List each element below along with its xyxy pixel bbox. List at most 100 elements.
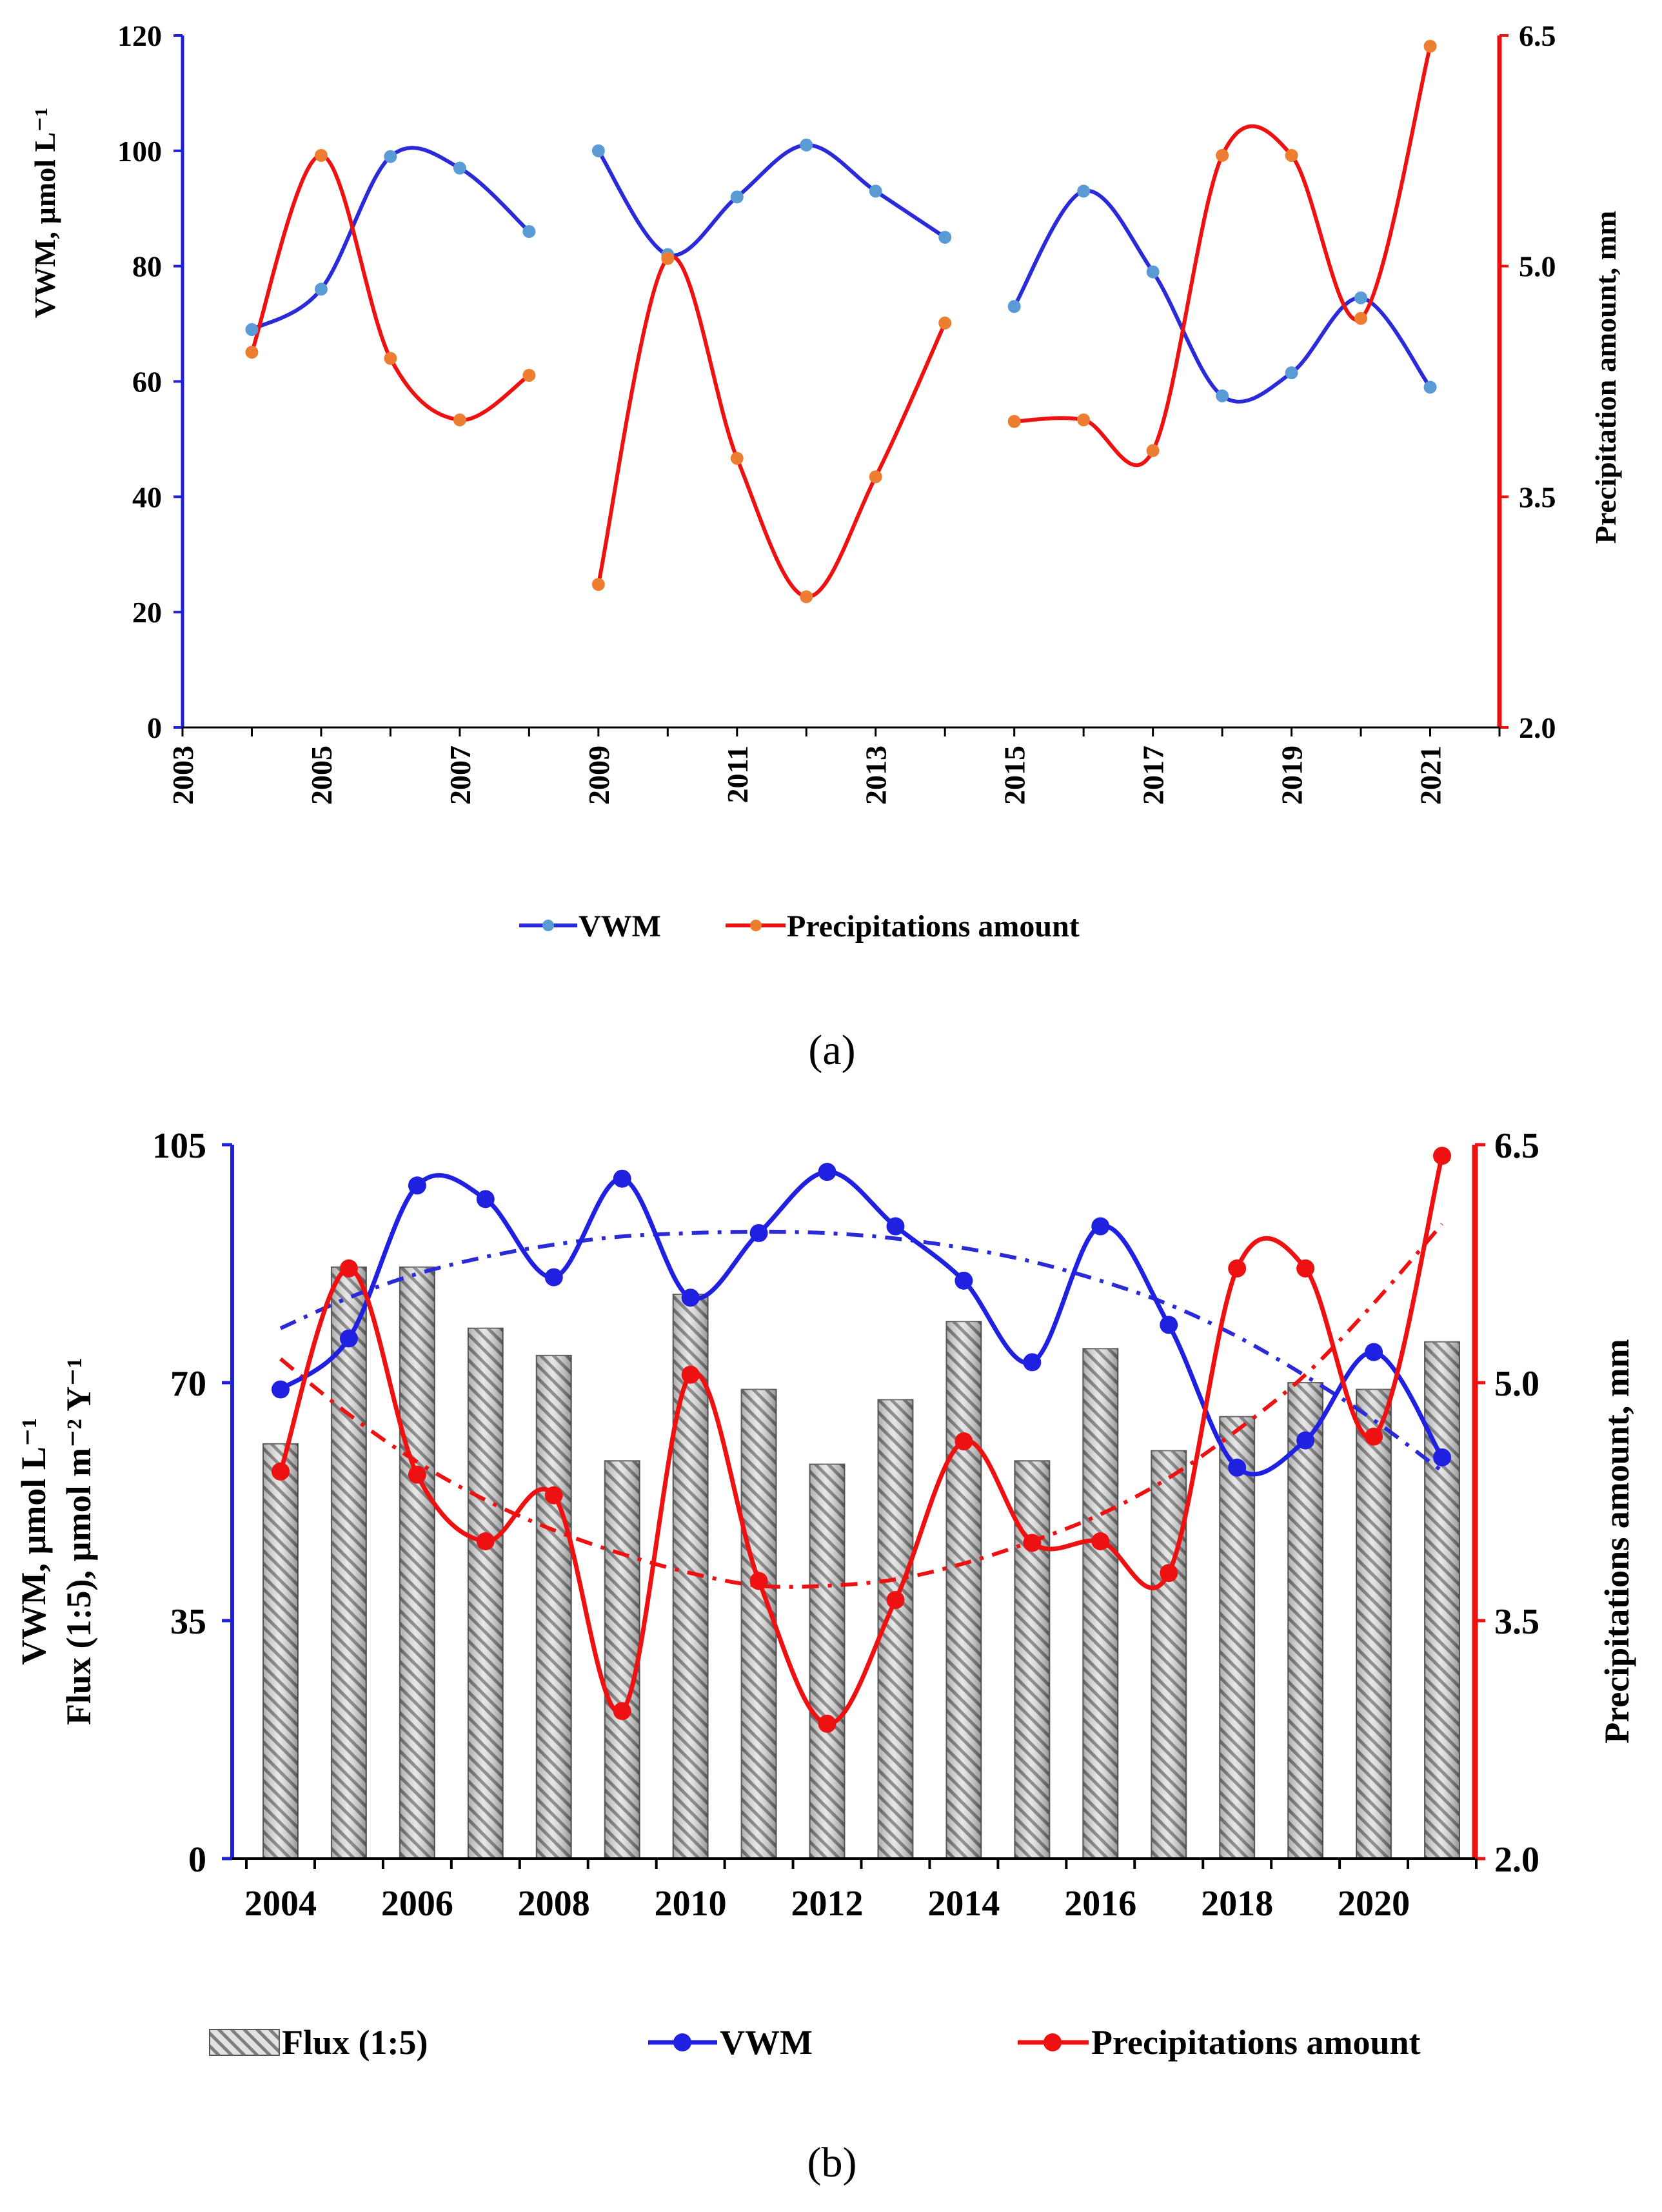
panel-b-point-precipitation [749, 1572, 768, 1590]
panel-b-right-tick-label: 2.0 [1494, 1840, 1539, 1880]
panel-b-point-vwm [1023, 1353, 1042, 1372]
legend-item-vwm: VWM [519, 909, 661, 943]
panel-a-point-precipitation [1007, 415, 1021, 428]
panel-a-x-tick-labels: 2003 2005 2007 2009 2011 2013 2015 2017 2019 2021 [166, 746, 1447, 805]
panel-a-point-vwm [1354, 291, 1368, 304]
panel-b-point-precipitation [1296, 1259, 1315, 1278]
panel-a-point-vwm [1146, 265, 1160, 279]
legend-label-precipitation-b: Precipitations amount [1091, 2023, 1421, 2062]
panel-a-point-vwm [1077, 184, 1091, 198]
panel-a-point-vwm [314, 282, 328, 296]
panel-b-lines [278, 1155, 1445, 1726]
panel-a-caption: (a) [808, 1027, 855, 1074]
panel-b-point-vwm [544, 1268, 563, 1287]
flux-bar-shade [1425, 1341, 1460, 1859]
panel-b-point-vwm [681, 1289, 700, 1307]
panel-a-x-tick-label: 2011 [721, 746, 754, 803]
panel-b-point-vwm [1433, 1448, 1452, 1466]
panel-b-line-vwm [279, 1169, 1444, 1477]
panel-a-point-vwm [938, 230, 952, 244]
panel-a-point-precipitation [1285, 148, 1298, 162]
panel-b-x-tick-label: 2004 [244, 1884, 317, 1924]
panel-b-x-tick-label: 2016 [1064, 1884, 1136, 1924]
panel-a-point-vwm [1423, 380, 1437, 394]
panel-b-point-precipitation [1365, 1427, 1383, 1446]
panel-a-left-tick-label: 60 [132, 366, 162, 399]
panel-a-right-tick-label: 3.5 [1519, 480, 1556, 513]
panel-b-point-vwm [476, 1190, 495, 1209]
legend-marker-vwm [542, 920, 554, 931]
panel-a-point-vwm [869, 184, 882, 198]
panel-b-right-axis-label: Precipitations amount, mm [1598, 1339, 1636, 1743]
panel-a-left-tick-label: 40 [132, 480, 162, 513]
panel-a-x-tick-label: 2015 [998, 746, 1031, 805]
panel-b-x-tick-label: 2010 [655, 1884, 727, 1924]
flux-bar-shade [331, 1267, 366, 1859]
flux-bar-shade [1083, 1348, 1118, 1859]
panel-b-left-tick-label: 35 [170, 1602, 206, 1642]
panel-a-line-precipitation [596, 254, 947, 599]
panel-a-right-axis-label: Precipitation amount, mm [1589, 211, 1622, 544]
panel-b-right-tick-label: 5.0 [1494, 1364, 1539, 1404]
panel-a-right-tick-label: 6.5 [1519, 19, 1556, 52]
panel-b-right-tick-label: 6.5 [1494, 1126, 1539, 1166]
panel-a-line-vwm [597, 143, 946, 258]
panel-b-bars [262, 1266, 1461, 1860]
legend-item-precipitation-b: Precipitations amount [1018, 2023, 1421, 2062]
flux-bar-shade [1288, 1383, 1323, 1859]
panel-b-point-precipitation [1160, 1564, 1178, 1583]
panel-b-point-precipitation [1228, 1259, 1247, 1278]
panel-a-x-tick-label: 2019 [1276, 746, 1309, 805]
panel-a-point-vwm [453, 161, 466, 175]
panel-b-left-axis-label-line1: VWM, µmol L⁻¹ [14, 1417, 53, 1664]
panel-b-point-precipitation [271, 1462, 290, 1481]
flux-bar-shade [604, 1461, 640, 1859]
panel-b-point-precipitation [613, 1702, 631, 1721]
panel-a-x-tick-label: 2017 [1137, 746, 1170, 805]
flux-bar-shade [946, 1321, 982, 1859]
panel-b-right-tick-labels: 2.0 3.5 5.0 6.5 [1494, 1126, 1539, 1880]
panel-a-point-precipitation [938, 316, 952, 330]
panel-a-point-vwm [384, 150, 397, 163]
panel-b-point-precipitation [408, 1465, 426, 1484]
flux-bar-shade [809, 1464, 845, 1859]
panel-a-right-tick-label: 5.0 [1519, 250, 1556, 283]
panel-b-point-precipitation [955, 1432, 973, 1451]
panel-b-point-vwm [1160, 1316, 1178, 1334]
panel-b-point-vwm [1091, 1217, 1110, 1236]
panel-b-point-vwm [613, 1169, 631, 1188]
flux-bar-shade [1014, 1461, 1050, 1859]
panel-b-x-tick-label: 2012 [791, 1884, 864, 1924]
panel-a-point-vwm [730, 190, 744, 204]
panel-a-point-precipitation [730, 451, 744, 465]
panel-a-point-vwm [591, 144, 605, 157]
panel-a-x-tick-label: 2009 [582, 746, 615, 805]
flux-bar-shade [536, 1355, 571, 1859]
panel-a-point-vwm [522, 225, 536, 239]
panel-a-point-precipitation [869, 470, 882, 484]
panel-a-right-tick-labels: 2.0 3.5 5.0 6.5 [1519, 19, 1556, 744]
panel-b-markers [271, 1147, 1452, 1733]
panel-b-x-tick-label: 2018 [1201, 1884, 1273, 1924]
panel-a-line-precipitation [1014, 45, 1432, 468]
panel-a-left-axis-label: VWM, µmol L⁻¹ [28, 108, 61, 319]
panel-b-point-precipitation [544, 1486, 563, 1505]
panel-b-caption: (b) [807, 2139, 857, 2186]
legend-item-precipitation: Precipitations amount [726, 909, 1080, 943]
panel-b-point-vwm [339, 1329, 358, 1348]
panel-b-point-vwm [1228, 1458, 1247, 1477]
panel-a-point-vwm [800, 138, 813, 152]
panel-a-point-precipitation [522, 368, 536, 382]
panel-b-left-tick-label: 70 [170, 1364, 206, 1404]
panel-a-x-tick-label: 2021 [1414, 746, 1447, 805]
panel-b-left-axis-label: VWM, µmol L⁻¹ Flux (1:5), µmol m⁻² Y⁻¹ [14, 1358, 98, 1725]
panel-b-point-precipitation [1091, 1532, 1110, 1550]
panel-b-point-precipitation [886, 1591, 905, 1610]
panel-a-line-precipitation [250, 153, 531, 422]
panel-b-x-tick-label: 2006 [381, 1884, 453, 1924]
panel-a-point-vwm [1216, 389, 1229, 402]
flux-bar-shade [1356, 1389, 1392, 1859]
flux-bar-shade [1220, 1416, 1255, 1859]
panel-b-right-tick-label: 3.5 [1494, 1602, 1539, 1642]
